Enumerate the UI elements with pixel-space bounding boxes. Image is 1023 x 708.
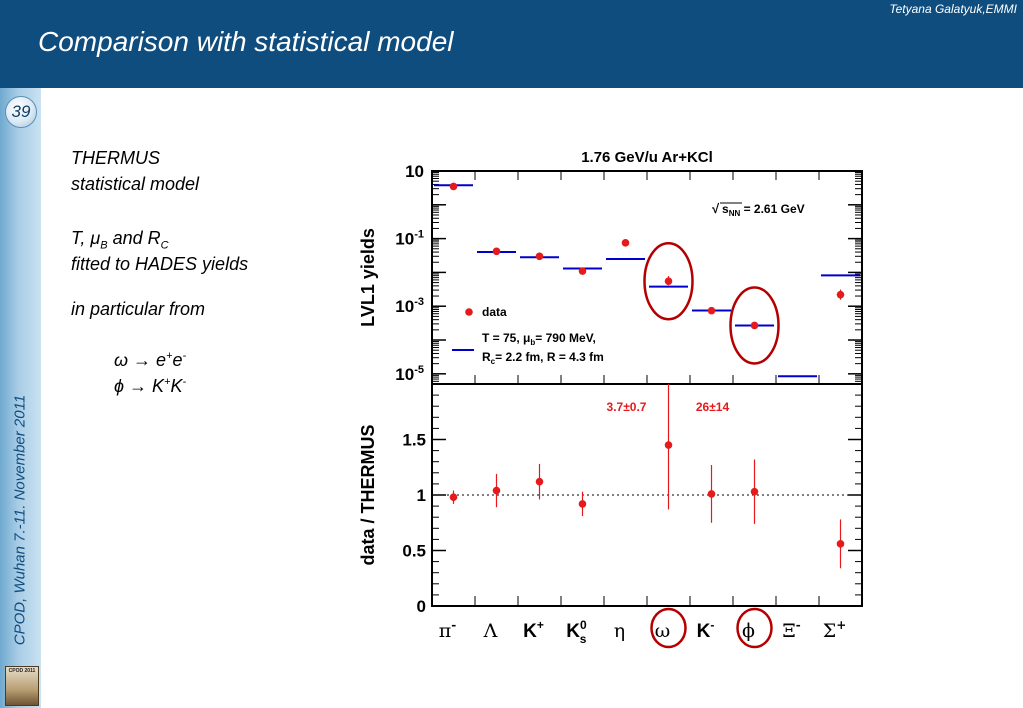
data-point [836, 290, 845, 299]
sidebar [0, 88, 41, 708]
ratio-point [664, 441, 673, 449]
author-label: Tetyana Galatyuk,EMMI [889, 2, 1017, 16]
y-tick-label: 10-5 [395, 364, 424, 384]
y-tick-label: 0.5 [402, 542, 426, 561]
text-fit-T: T, [71, 228, 91, 248]
category-label: ω [655, 620, 671, 642]
ratio-point [707, 490, 716, 498]
text-thermus: THERMUS [71, 148, 160, 168]
text-fit-R-sub: C [160, 239, 169, 252]
category-label: η [614, 620, 625, 642]
conference-logo: CPOD 2011 [5, 666, 39, 706]
text-phi-sup1: + [164, 376, 171, 388]
energy-annotation: sNN = 2.61 GeV [722, 202, 805, 218]
ratio-point [750, 487, 759, 496]
highlight-ellipse [643, 241, 694, 321]
text-phi-mid: K [170, 376, 183, 396]
offscale-label: 3.7±0.7 [607, 400, 647, 414]
y-axis-label-top: LVL1 yields [358, 228, 378, 327]
category-label: Ξ- [782, 618, 800, 642]
category-label: π- [439, 618, 457, 642]
category-label: Λ [483, 620, 498, 642]
text-fitted-to-hades: fitted to HADES yields [71, 254, 249, 274]
text-phi-sup2: - [182, 376, 187, 388]
category-label: K0 s [566, 618, 587, 646]
text-phi-decay: ϕ → K+K- [114, 376, 186, 397]
logo-text: CPOD 2011 [8, 668, 36, 674]
ratio-point [449, 493, 458, 502]
slide-number-badge: 39 [5, 96, 37, 128]
data-point [750, 321, 759, 330]
text-fit-mu: μ [90, 228, 101, 248]
chart-title: 1.76 GeV/u Ar+KCl [581, 149, 713, 166]
category-label: K- [697, 618, 715, 642]
text-fit-mu-sub: B [100, 239, 108, 252]
data-point [492, 247, 501, 256]
highlight-label-circle [736, 607, 773, 649]
category-label: ϕ [742, 620, 755, 642]
text-fit-and: and R [107, 228, 161, 248]
legend-model-label-1: T = 75, μb= 790 MeV, [482, 331, 596, 347]
text-omega-sup2: - [182, 350, 187, 362]
text-fit-params: T, μB and RC [71, 228, 169, 252]
ratio-point [578, 500, 587, 508]
data-point [449, 182, 458, 191]
ratio-point [492, 486, 501, 495]
text-omega-sup1: + [166, 350, 173, 362]
data-point [664, 277, 673, 285]
text-omega-pre: ω → e [114, 350, 167, 370]
text-phi-pre: ϕ → K [114, 376, 165, 396]
y-tick-label: 1.5 [402, 431, 426, 450]
y-tick-label: 10-3 [395, 296, 424, 316]
ratio-point [836, 540, 845, 548]
highlight-label-circle [650, 607, 687, 649]
data-point [578, 267, 587, 275]
highlight-ellipse [729, 286, 780, 365]
category-label: Σ+ [823, 618, 847, 642]
legend-data-label: data [482, 305, 507, 319]
category-label: K+ [523, 618, 544, 642]
data-point [621, 239, 630, 247]
text-omega-decay: ω → e+e- [114, 350, 186, 371]
ratio-point [535, 477, 544, 486]
legend-data-marker [465, 308, 473, 316]
y-tick-label: 10-1 [395, 229, 424, 249]
slide-title: Comparison with statistical model [38, 26, 454, 57]
y-axis-label-bottom: data / THERMUS [358, 424, 378, 565]
offscale-label: 26±14 [696, 400, 730, 414]
data-point [707, 306, 716, 315]
text-omega-mid: e [172, 350, 183, 370]
text-in-particular: in particular from [71, 299, 206, 319]
data-point [535, 252, 544, 261]
sqrt-sign: √ [712, 201, 720, 216]
y-tick-label: 1 [417, 486, 426, 505]
y-tick-label: 0 [417, 597, 426, 616]
header-bar: Tetyana Galatyuk,EMMI Comparison with st… [0, 0, 1023, 88]
legend-model-label-2: Rc= 2.2 fm, R = 4.3 fm [482, 350, 604, 366]
text-statistical-model: statistical model [71, 174, 200, 194]
y-tick-label: 10 [405, 162, 424, 181]
